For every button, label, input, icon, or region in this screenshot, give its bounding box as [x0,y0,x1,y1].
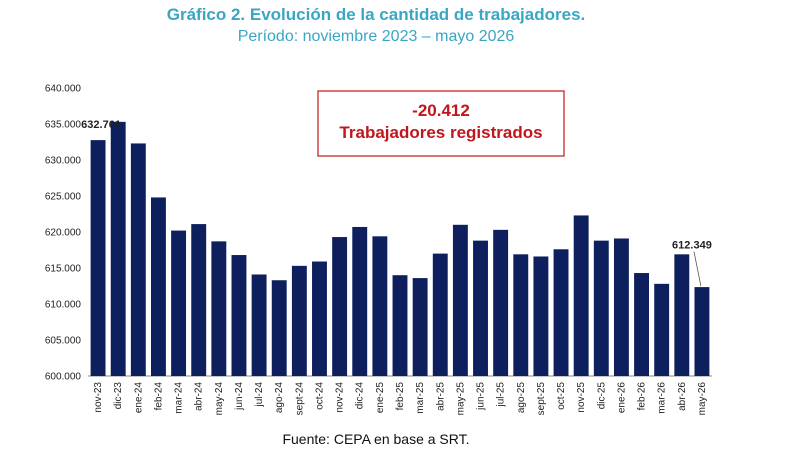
annotation-box: -20.412 Trabajadores registrados [317,90,565,157]
x-tick-label: may-24 [214,382,225,416]
bar [573,215,589,376]
x-tick-label: ene-25 [375,382,386,414]
x-tick-label: abr-24 [194,382,205,411]
annotation-value: -20.412 [412,101,470,120]
x-tick-label: oct-24 [314,382,325,410]
bar [251,274,267,376]
data-label: 632.761 [81,119,121,131]
bar [392,275,408,376]
y-tick-label: 635.000 [45,120,82,131]
bar [593,240,609,376]
bar [171,230,187,376]
bar [493,229,509,376]
bars [90,121,710,376]
x-tick-label: nov-23 [93,382,104,413]
bar [151,197,166,376]
x-tick-label: ago-24 [274,382,285,414]
bar [634,273,649,376]
bar [432,253,448,376]
x-tick-label: ene-26 [616,382,627,414]
x-tick-label: ago-25 [516,382,527,414]
x-tick-label: oct-25 [556,382,567,410]
x-tick-label: nov-25 [576,382,587,413]
bar [352,226,368,376]
x-tick-label: abr-25 [435,382,446,411]
x-tick-label: sept-24 [294,382,305,416]
x-tick-label: abr-26 [677,382,688,411]
annotation-label: Trabajadores registrados [339,123,542,142]
x-tick-label: jul-24 [254,382,265,408]
x-tick-label: jun-24 [234,382,245,411]
y-tick-label: 610.000 [45,300,82,311]
bar [211,241,227,376]
x-tick-label: mar-26 [657,382,668,414]
bar [332,237,348,376]
bar [452,224,468,376]
bar [271,280,287,376]
x-tick-label: may-26 [697,382,708,416]
y-tick-label: 625.000 [45,192,82,203]
bar [613,238,629,376]
bar [694,287,710,376]
x-tick-label: sept-25 [536,382,547,416]
bar [291,265,307,376]
bar [90,140,106,376]
x-tick-label: feb-24 [153,382,164,411]
bar [674,254,690,376]
data-label-leader [693,251,702,287]
bar [110,121,126,376]
annotation-border [317,90,565,157]
x-tick-label: dic-24 [355,382,366,410]
y-tick-label: 605.000 [45,336,82,347]
x-tick-label: may-25 [455,382,466,416]
data-labels: 632.761 612.349 [81,119,712,287]
x-tick-label: mar-24 [174,382,185,414]
bar [372,236,388,376]
x-tick-label: dic-23 [113,382,124,410]
bar [513,254,529,376]
bar [654,283,670,376]
x-tick-label: mar-25 [415,382,426,414]
y-tick-label: 620.000 [45,228,82,239]
x-tick-label: nov-24 [335,382,346,413]
x-tick-label: jun-25 [476,382,487,411]
y-tick-label: 640.000 [45,84,82,95]
x-tick-label: feb-25 [395,382,406,411]
x-axis: nov-23 dic-23 ene-24 feb-24 mar-24 abr-24 may-… [88,375,712,416]
y-axis: 600.000 605.000 610.000 615.000 620.000 625.0… [45,84,82,383]
bar [312,261,327,376]
x-tick-label: dic-25 [596,382,607,410]
y-tick-label: 630.000 [45,156,82,167]
x-tick-label: ene-24 [133,382,144,414]
bar [473,240,488,376]
bar [191,224,207,376]
chart-subtitle: Período: noviembre 2023 – mayo 2026 [238,28,515,45]
bar [231,255,247,376]
chart-source: Fuente: CEPA en base a SRT. [282,431,469,447]
bar [412,278,428,376]
x-tick-label: jul-25 [496,382,507,408]
chart-title: Gráfico 2. Evolución de la cantidad de t… [167,5,586,24]
bar [130,143,146,376]
y-tick-label: 600.000 [45,372,82,383]
bar [553,249,569,376]
y-tick-label: 615.000 [45,264,82,275]
data-label: 612.349 [672,240,712,252]
bar [533,256,549,376]
x-tick-label: feb-26 [637,382,648,411]
